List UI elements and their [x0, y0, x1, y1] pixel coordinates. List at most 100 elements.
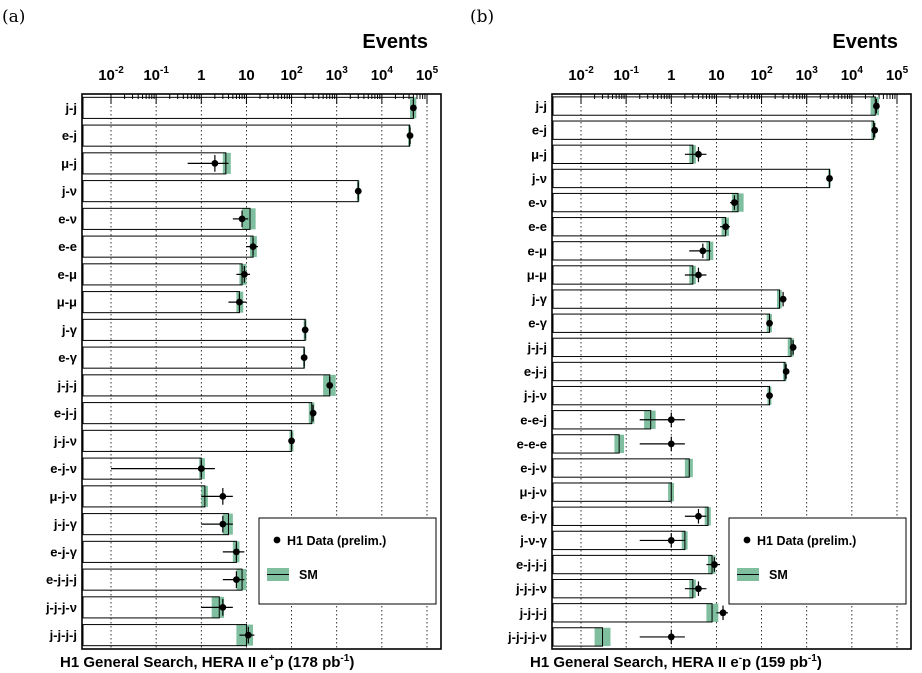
- category-row: e-ν: [528, 192, 744, 213]
- data-point: [309, 409, 317, 417]
- data-point: [211, 159, 219, 167]
- data-point: [782, 368, 790, 375]
- sm-bar: [552, 506, 709, 526]
- category-label: e-e-e: [517, 436, 547, 451]
- category-row: j-ν: [531, 168, 833, 189]
- category-row: e-j: [62, 124, 414, 147]
- sm-bar: [82, 402, 313, 425]
- sm-bar: [82, 207, 251, 230]
- tick-label: 1: [197, 67, 205, 84]
- category-row: e-e-j: [520, 410, 685, 430]
- data-point: [406, 132, 414, 140]
- category-row: j-j: [534, 96, 880, 116]
- sm-bar: [552, 410, 652, 430]
- category-row: μ-j: [531, 144, 707, 164]
- category-label: e-j-j: [54, 406, 77, 421]
- category-label: μ-j: [61, 156, 77, 171]
- tick-label: 10-2: [568, 65, 594, 84]
- sm-band: [242, 208, 256, 230]
- category-row: j-j-j-j-ν: [507, 627, 685, 647]
- category-label: e-j-j-j: [516, 557, 547, 572]
- category-label: e-ν: [58, 211, 77, 226]
- chart-title: Events: [362, 31, 428, 53]
- data-point: [238, 215, 246, 223]
- category-label: j-ν: [61, 184, 77, 199]
- legend-sm-label: SM: [299, 568, 318, 582]
- tick-label: 10: [708, 67, 725, 84]
- category-row: e-j-γ: [50, 540, 245, 563]
- axis-caption: H1 General Search, HERA II e-p (159 pb-1…: [530, 653, 822, 671]
- category-row: e-e: [528, 217, 731, 237]
- data-point: [695, 585, 702, 593]
- category-label: μ-j: [531, 147, 547, 162]
- category-row: j-j: [64, 96, 417, 119]
- data-point: [699, 247, 707, 255]
- category-row: j-j-j-j: [49, 624, 255, 647]
- sm-bar: [82, 346, 305, 369]
- chart-panel-b: (b) Events 10-2 10-1 1 10 102 103 104 105 j-j e-j μ-…: [470, 7, 912, 671]
- data-point: [722, 223, 730, 231]
- sm-bar: [552, 434, 620, 454]
- category-label: j-j-j-j: [49, 628, 77, 643]
- data-point: [301, 326, 309, 334]
- legend: H1 Data (prelim.) SM: [728, 517, 907, 605]
- sm-bar: [552, 603, 713, 623]
- sm-bar: [552, 482, 672, 502]
- panel-label: (b): [470, 7, 494, 27]
- category-row: e-e-e: [517, 434, 685, 454]
- tick-label: 104: [841, 65, 864, 84]
- plot-frame: [551, 93, 912, 650]
- data-point: [219, 520, 227, 528]
- category-label: e-e: [58, 239, 77, 254]
- legend-data-label: H1 Data (prelim.): [287, 534, 386, 548]
- sm-bar: [82, 485, 206, 508]
- data-point: [249, 243, 257, 251]
- category-row: e-γ: [58, 346, 308, 369]
- sm-bar: [552, 96, 876, 116]
- sm-bar: [552, 361, 786, 382]
- category-label: j-j-j-ν: [515, 581, 547, 596]
- sm-bar: [552, 458, 690, 478]
- category-row: e-μ: [57, 263, 251, 286]
- tick-label: 102: [750, 65, 773, 84]
- category-row: e-j-ν: [520, 458, 693, 478]
- category-label: j-j-j-j: [519, 605, 547, 620]
- category-label: j-j-j-j-ν: [507, 629, 547, 644]
- sm-bar: [552, 579, 694, 599]
- data-point: [244, 631, 252, 639]
- category-label: e-j-j-j: [46, 572, 77, 587]
- sm-bar: [82, 235, 254, 258]
- legend-data-label: H1 Data (prelim.): [757, 534, 856, 548]
- category-label: j-j-ν: [53, 433, 77, 448]
- category-label: e-e-j: [520, 412, 547, 427]
- category-row: j-j-ν: [523, 385, 773, 406]
- sm-bar: [82, 429, 293, 452]
- sm-bar: [552, 120, 874, 140]
- sm-bar: [552, 217, 727, 237]
- data-point: [695, 512, 702, 520]
- legend-sm-label: SM: [769, 568, 788, 582]
- tick-label: 103: [326, 65, 349, 84]
- sm-bar: [82, 540, 237, 563]
- data-point: [236, 298, 243, 306]
- category-row: μ-j-ν: [520, 482, 675, 502]
- sm-bar: [552, 241, 710, 261]
- data-point: [710, 561, 718, 568]
- category-row: j-j-ν: [53, 429, 295, 452]
- legend-data-marker: [273, 536, 281, 544]
- category-label: e-μ: [527, 243, 547, 258]
- tick-label: 105: [886, 65, 909, 84]
- data-point: [667, 633, 675, 641]
- tick-label: 1: [667, 67, 675, 84]
- category-label: j-j: [64, 100, 77, 115]
- data-point: [197, 465, 205, 473]
- sm-bar: [552, 337, 792, 358]
- sm-bar: [552, 168, 831, 189]
- category-row: e-μ: [527, 241, 714, 261]
- data-point: [667, 537, 675, 544]
- plot-frame: [81, 93, 442, 650]
- sm-bar: [82, 263, 243, 286]
- data-point: [667, 416, 675, 424]
- sm-bar: [82, 96, 414, 119]
